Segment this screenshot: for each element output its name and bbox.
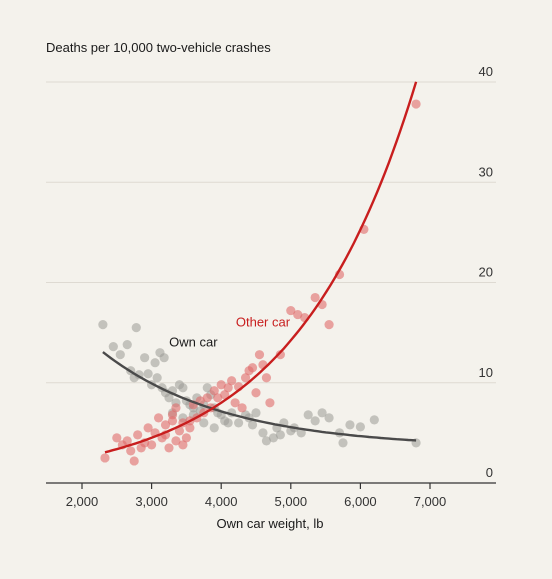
y-tick-label: 30 xyxy=(479,164,493,179)
own-car-point xyxy=(275,430,285,440)
trend-curves xyxy=(102,81,418,454)
other-car-point xyxy=(324,320,334,330)
own-car-point xyxy=(164,393,174,403)
own-car-point xyxy=(258,428,268,438)
other-car-point xyxy=(213,393,223,403)
y-tick-label: 0 xyxy=(486,465,493,480)
own-car-point xyxy=(131,323,141,333)
own-car-point xyxy=(209,423,219,433)
other-car-point xyxy=(209,386,219,396)
other-car-point xyxy=(133,430,143,440)
own-car-point xyxy=(324,413,334,423)
other-car-point xyxy=(216,380,226,390)
own-car-point xyxy=(234,418,244,428)
other-car-point xyxy=(112,433,122,443)
y-tick-label: 40 xyxy=(479,64,493,79)
other-car-point xyxy=(254,350,265,360)
other-car-point xyxy=(230,398,240,408)
annotations: Own car Other car xyxy=(169,315,291,350)
own-car-point xyxy=(345,420,355,430)
own-car-point xyxy=(251,408,261,418)
x-tick-label: 5,000 xyxy=(275,494,308,509)
other-car-point xyxy=(411,99,421,109)
other-car-point xyxy=(147,440,157,450)
own-car-point xyxy=(159,353,169,363)
other-car-point xyxy=(286,305,296,316)
grid-lines xyxy=(46,81,496,384)
own-car-point xyxy=(140,353,150,363)
y-tick-label: 20 xyxy=(479,265,493,280)
other-car-point xyxy=(100,453,110,463)
chart-title: Deaths per 10,000 two-vehicle crashes xyxy=(46,40,271,55)
own-car-point xyxy=(338,438,348,448)
own-car-point xyxy=(150,358,160,368)
other-car-label: Other car xyxy=(236,315,291,330)
own-car-point xyxy=(199,418,209,428)
own-car-curve xyxy=(102,351,417,442)
other-car-point xyxy=(164,443,174,453)
other-car-curve xyxy=(104,81,418,454)
x-axis-label: Own car weight, lb xyxy=(217,516,324,531)
own-car-point xyxy=(98,320,108,330)
other-car-point xyxy=(160,420,171,430)
other-car-point xyxy=(223,383,233,393)
x-tick-label: 4,000 xyxy=(205,494,238,509)
other-car-point xyxy=(202,393,212,403)
x-tick-label: 2,000 xyxy=(66,494,99,509)
y-axis: 0 10 20 30 40 xyxy=(479,64,493,480)
other-car-point xyxy=(275,350,285,360)
other-car-point xyxy=(261,373,272,383)
other-car-point xyxy=(171,436,181,446)
other-car-point xyxy=(174,426,185,436)
other-car-point xyxy=(122,436,132,446)
own-car-point xyxy=(223,418,233,428)
own-car-point xyxy=(247,420,258,430)
own-car-point xyxy=(355,422,365,432)
own-car-point xyxy=(369,415,379,425)
own-car-point xyxy=(268,433,278,443)
own-car-point xyxy=(317,408,327,418)
own-car-point xyxy=(143,369,153,379)
other-car-point xyxy=(185,423,195,433)
x-axis: 2,000 3,000 4,000 5,000 6,000 7,000 xyxy=(46,482,496,509)
x-tick-label: 7,000 xyxy=(414,494,447,509)
other-car-point xyxy=(153,413,164,423)
own-car-point xyxy=(108,342,118,352)
other-car-point xyxy=(181,433,191,443)
other-car-point xyxy=(240,373,251,383)
x-tick-label: 3,000 xyxy=(135,494,168,509)
own-car-point xyxy=(115,350,125,360)
other-car-point xyxy=(178,440,188,450)
own-car-point xyxy=(303,410,313,420)
own-car-point xyxy=(310,416,320,426)
scatter-points xyxy=(98,99,421,466)
own-car-point xyxy=(296,428,306,438)
other-car-point xyxy=(167,416,178,426)
other-car-point xyxy=(251,388,261,398)
other-car-point xyxy=(126,446,136,456)
own-car-point xyxy=(261,436,272,446)
other-car-point xyxy=(237,403,247,413)
y-tick-label: 10 xyxy=(479,365,493,380)
own-car-point xyxy=(122,340,132,350)
other-car-point xyxy=(310,292,320,303)
other-car-point xyxy=(143,423,153,433)
other-car-point xyxy=(265,398,275,408)
other-car-point xyxy=(247,363,258,373)
own-car-point xyxy=(202,383,212,393)
other-car-point xyxy=(293,309,303,320)
other-car-point xyxy=(227,376,237,386)
x-tick-label: 6,000 xyxy=(344,494,377,509)
other-car-point xyxy=(220,390,230,400)
own-car-point xyxy=(152,373,162,383)
other-car-point xyxy=(171,403,181,413)
own-car-label: Own car xyxy=(169,335,218,350)
other-car-point xyxy=(129,456,139,466)
own-car-point xyxy=(178,383,188,393)
